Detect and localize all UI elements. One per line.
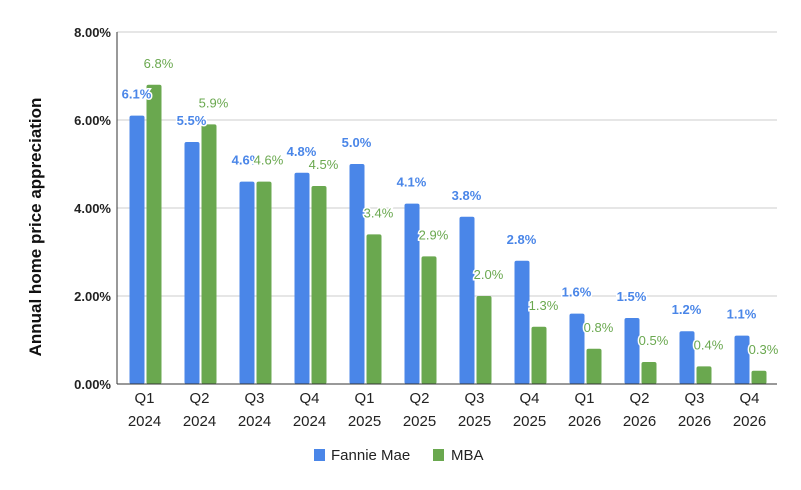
data-label-mba: 4.5%: [309, 157, 339, 172]
x-tick-quarter: Q3: [244, 390, 264, 407]
bar-fannie-mae: [679, 331, 695, 384]
x-tick-year: 2024: [293, 413, 326, 430]
bar-fannie-mae: [514, 260, 530, 384]
bar-mba: [256, 181, 272, 384]
x-tick-year: 2026: [623, 413, 656, 430]
x-tick-year: 2024: [183, 413, 216, 430]
bar-fannie-mae: [624, 318, 640, 384]
y-tick-label: 0.00%: [74, 377, 111, 392]
gridlines: [117, 31, 777, 297]
x-tick-year: 2024: [128, 413, 161, 430]
data-label-fannie-mae: 3.8%: [452, 188, 482, 203]
data-label-mba: 0.5%: [639, 333, 669, 348]
bar-mba: [641, 362, 657, 384]
x-tick-quarter: Q4: [739, 390, 759, 407]
y-tick-label: 2.00%: [74, 289, 111, 304]
data-label-mba: 6.8%: [144, 56, 174, 71]
data-label-fannie-mae: 5.5%: [177, 113, 207, 128]
x-tick-quarter: Q1: [354, 390, 374, 407]
bar-fannie-mae: [459, 216, 475, 384]
data-label-mba: 3.4%: [364, 205, 394, 220]
data-label-mba: 0.3%: [749, 342, 779, 357]
bar-mba: [146, 84, 162, 385]
x-tick-year: 2024: [238, 413, 271, 430]
bar-fannie-mae: [294, 172, 310, 384]
bars: [129, 84, 767, 385]
x-tick-quarter: Q1: [134, 390, 154, 407]
bar-fannie-mae: [569, 313, 585, 384]
legend-label-fannie-mae: Fannie Mae: [331, 447, 410, 464]
bar-fannie-mae: [129, 115, 145, 384]
bar-fannie-mae: [734, 335, 750, 384]
bar-mba: [366, 234, 382, 384]
data-label-fannie-mae: 1.2%: [672, 302, 702, 317]
legend: Fannie Mae MBA: [314, 447, 484, 464]
bar-mba: [201, 124, 217, 385]
data-label-mba: 2.0%: [474, 267, 504, 282]
bar-mba: [531, 326, 547, 384]
y-tick-label: 4.00%: [74, 201, 111, 216]
bar-fannie-mae: [239, 181, 255, 384]
x-tick-year: 2026: [733, 413, 766, 430]
x-tick-quarter: Q3: [464, 390, 484, 407]
x-axis-ticks: Q1 2024 Q2 2024 Q3 2024 Q4 2024 Q1 2025 Q2 2025 Q3 20…: [128, 390, 766, 430]
y-tick-label: 8.00%: [74, 25, 111, 40]
data-label-fannie-mae: 4.1%: [397, 175, 427, 190]
x-tick-year: 2026: [568, 413, 601, 430]
data-label-fannie-mae: 2.8%: [507, 232, 537, 247]
x-tick-year: 2025: [458, 413, 491, 430]
data-label-mba: 1.3%: [529, 298, 559, 313]
x-tick-year: 2025: [348, 413, 381, 430]
data-label-mba: 4.6%: [254, 153, 284, 168]
y-axis-label: Annual home price appreciation: [26, 98, 45, 357]
data-labels: 6.1%6.8%5.5%5.9%4.6%4.6%4.8%4.5%5.0%3.4%…: [120, 54, 780, 358]
data-label-mba: 0.4%: [694, 337, 724, 352]
data-label-fannie-mae: 1.1%: [727, 307, 757, 322]
bar-fannie-mae: [184, 142, 200, 384]
bar-fannie-mae: [349, 164, 365, 384]
data-label-mba: 2.9%: [419, 227, 449, 242]
y-tick-label: 6.00%: [74, 113, 111, 128]
data-label-fannie-mae: 4.8%: [287, 144, 317, 159]
x-tick-quarter: Q3: [684, 390, 704, 407]
x-tick-quarter: Q2: [189, 390, 209, 407]
x-tick-year: 2025: [513, 413, 546, 430]
y-axis-ticks: 0.00% 2.00% 4.00% 6.00% 8.00%: [74, 25, 111, 392]
bar-mba: [311, 186, 327, 384]
data-label-fannie-mae: 6.1%: [122, 87, 152, 102]
data-label-fannie-mae: 1.5%: [617, 289, 647, 304]
bar-mba: [476, 296, 492, 384]
x-tick-quarter: Q1: [574, 390, 594, 407]
data-label-fannie-mae: 5.0%: [342, 135, 372, 150]
bar-fannie-mae: [404, 203, 420, 384]
legend-label-mba: MBA: [451, 447, 484, 464]
data-label-mba: 0.8%: [584, 320, 614, 335]
legend-swatch-fannie-mae: [314, 449, 325, 461]
x-tick-year: 2026: [678, 413, 711, 430]
x-tick-quarter: Q4: [519, 390, 539, 407]
x-tick-quarter: Q2: [409, 390, 429, 407]
bar-mba: [586, 348, 602, 384]
data-label-fannie-mae: 1.6%: [562, 285, 592, 300]
data-label-fannie-mae: 4.6%: [232, 153, 262, 168]
bar-mba: [421, 256, 437, 384]
legend-swatch-mba: [433, 449, 444, 461]
bar-mba: [696, 366, 712, 384]
x-tick-quarter: Q4: [299, 390, 319, 407]
bar-mba: [751, 370, 767, 384]
x-tick-year: 2025: [403, 413, 436, 430]
data-label-mba: 5.9%: [199, 95, 229, 110]
x-tick-quarter: Q2: [629, 390, 649, 407]
